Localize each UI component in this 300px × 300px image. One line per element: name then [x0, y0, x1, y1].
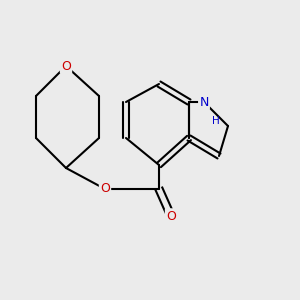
- Text: O: O: [166, 209, 176, 223]
- Text: O: O: [100, 182, 110, 196]
- Text: O: O: [61, 59, 71, 73]
- Text: H: H: [212, 116, 220, 127]
- Text: N: N: [199, 95, 209, 109]
